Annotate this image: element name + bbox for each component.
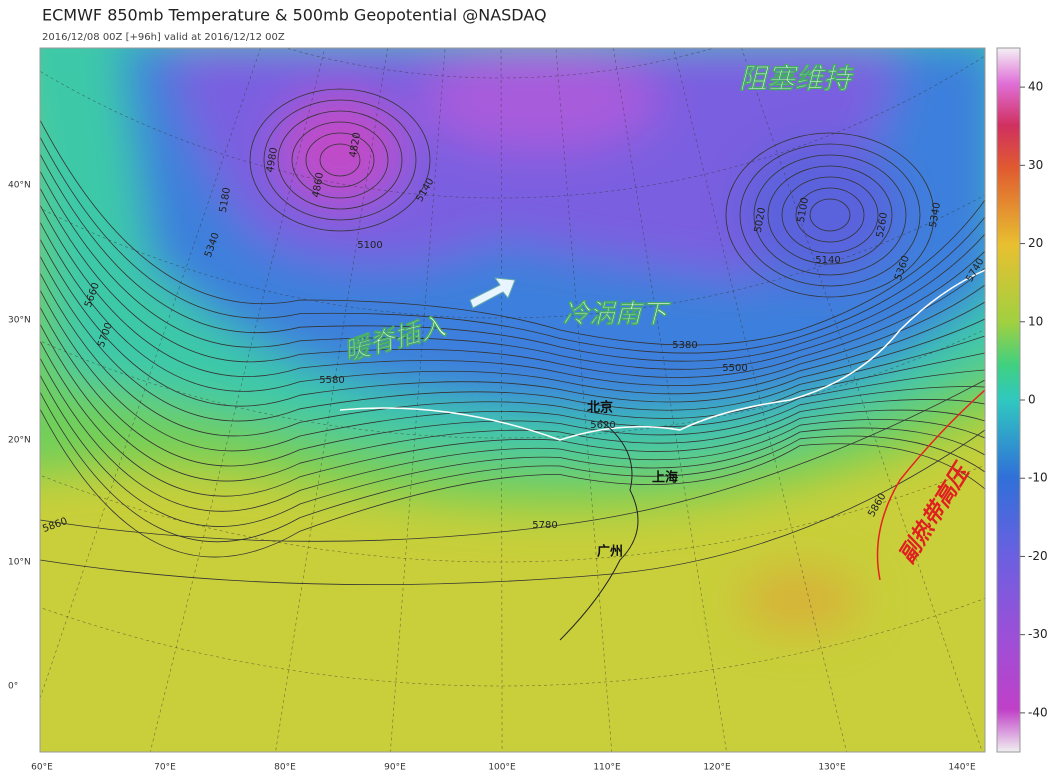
- longitude-label: 80°E: [274, 763, 296, 773]
- colorbar: [996, 47, 1021, 753]
- colorbar-tick-label: 10: [1028, 314, 1043, 328]
- longitude-line: [149, 48, 326, 752]
- subtropical-high-line: [876, 389, 985, 581]
- longitude-label: 70°E: [154, 763, 176, 773]
- contour-line: [291, 121, 389, 199]
- longitude-label: 60°E: [31, 763, 53, 773]
- contour-label: 4860: [311, 172, 326, 199]
- contour-line: [767, 165, 893, 265]
- colorbar-tick-label: 0: [1028, 393, 1036, 407]
- contour-line: [40, 357, 985, 512]
- contour-label: 5020: [753, 207, 768, 234]
- longitude-label: 90°E: [384, 763, 406, 773]
- contour-line: [319, 143, 361, 177]
- contour-label: 5180: [218, 187, 233, 214]
- contour-label: 4820: [348, 132, 363, 159]
- contour-line: [40, 289, 985, 452]
- subtitle: 2016/12/08 00Z [+96h] valid at 2016/12/1…: [42, 32, 285, 43]
- contour-label: 5620: [590, 420, 615, 431]
- latitude-label: 0°: [8, 682, 18, 692]
- contour-line: [40, 391, 985, 543]
- latitude-label: 40°N: [8, 181, 31, 191]
- contour-line: [809, 198, 851, 232]
- contour-line: [40, 204, 985, 387]
- coastline: [559, 419, 639, 641]
- longitude-line: [673, 48, 847, 752]
- contour-line: [263, 99, 417, 221]
- latitude-line: [40, 55, 985, 199]
- contour-line: [40, 379, 985, 542]
- colorbar-tick-label: -10: [1028, 471, 1048, 485]
- contour-label: 5380: [672, 340, 697, 351]
- contour-line: [305, 132, 375, 188]
- contour-line: [40, 340, 985, 497]
- contour-line: [795, 187, 865, 243]
- map: [40, 48, 985, 752]
- contour-line: [40, 238, 985, 407]
- contour-label: 5100: [357, 240, 382, 251]
- arrow: [469, 277, 516, 309]
- contour-line: [40, 153, 985, 362]
- annotation: 阻塞维持: [739, 62, 855, 95]
- city-label: 广州: [597, 544, 623, 560]
- contour-label: 5580: [319, 375, 344, 386]
- contour-line: [40, 374, 985, 527]
- contour-line: [725, 132, 935, 298]
- longitude-label: 140°E: [948, 763, 976, 773]
- city-label: 北京: [587, 400, 613, 416]
- colorbar-tick-label: 30: [1028, 158, 1043, 172]
- longitude-label: 120°E: [703, 763, 731, 773]
- longitude-label: 100°E: [488, 763, 516, 773]
- contour-line: [40, 255, 985, 422]
- map-frame: [39, 47, 986, 753]
- contour-label: 5260: [875, 212, 890, 239]
- longitude-label: 130°E: [818, 763, 846, 773]
- contour-line: [781, 176, 879, 254]
- contour-line: [739, 143, 921, 287]
- longitude-line: [40, 48, 261, 700]
- contour-line: [40, 170, 985, 370]
- latitude-label: 30°N: [8, 316, 31, 326]
- longitude-line: [741, 48, 983, 752]
- colorbar-tick-label: -40: [1028, 705, 1048, 719]
- contour-label: 5140: [815, 255, 840, 266]
- contour-label: 5500: [722, 363, 747, 374]
- contour-line: [277, 110, 403, 210]
- city-label: 上海: [652, 470, 678, 486]
- latitude-label: 10°N: [8, 558, 31, 568]
- contour-label: 4980: [265, 147, 280, 174]
- contour-line: [40, 306, 985, 467]
- colorbar-tick-label: -20: [1028, 549, 1048, 563]
- contour-line: [753, 154, 907, 276]
- contour-line: [40, 136, 985, 354]
- colorbar-tick-label: 20: [1028, 236, 1043, 250]
- latitude-label: 20°N: [8, 436, 31, 446]
- contour-line: [40, 429, 985, 586]
- freezing-line: [339, 269, 985, 441]
- title: ECMWF 850mb Temperature & 500mb Geopoten…: [42, 6, 547, 25]
- colorbar-tick-label: -30: [1028, 627, 1048, 641]
- colorbar-tick-label: 40: [1028, 80, 1043, 94]
- contour-line: [249, 88, 431, 232]
- contours: [40, 88, 985, 586]
- contour-label: 5780: [532, 520, 557, 531]
- graticule: [40, 48, 985, 752]
- longitude-line: [500, 48, 503, 752]
- contour-line: [40, 119, 985, 346]
- contour-label: 5340: [928, 202, 943, 229]
- contour-label: 5100: [796, 197, 811, 224]
- temperature-field: [40, 48, 985, 630]
- contour-line: [40, 272, 985, 437]
- annotation: 冷涡南下: [563, 300, 672, 330]
- longitude-label: 110°E: [593, 763, 621, 773]
- contour-line: [40, 221, 985, 395]
- contour-line: [40, 187, 985, 378]
